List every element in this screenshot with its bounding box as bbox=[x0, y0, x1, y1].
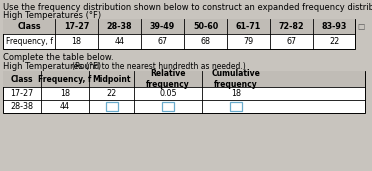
Text: 67: 67 bbox=[157, 37, 167, 46]
Text: 67: 67 bbox=[286, 37, 296, 46]
Text: Frequency, f: Frequency, f bbox=[38, 75, 92, 83]
Text: High Temperatures (°F): High Temperatures (°F) bbox=[3, 11, 101, 20]
Bar bbox=[3, 71, 365, 87]
Text: 72-82: 72-82 bbox=[279, 22, 304, 31]
Text: Complete the table below.: Complete the table below. bbox=[3, 53, 113, 62]
Text: 50-60: 50-60 bbox=[193, 22, 218, 31]
Bar bbox=[3, 71, 365, 113]
Text: High Temperatures (°F): High Temperatures (°F) bbox=[3, 62, 101, 71]
Bar bbox=[3, 19, 355, 34]
Text: Class: Class bbox=[11, 75, 33, 83]
Text: Frequency, f: Frequency, f bbox=[6, 37, 52, 46]
Bar bbox=[230, 102, 242, 111]
Text: Relative
frequency: Relative frequency bbox=[146, 69, 190, 89]
Text: 68: 68 bbox=[201, 37, 211, 46]
Bar bbox=[162, 102, 174, 111]
Text: 44: 44 bbox=[60, 102, 70, 111]
Text: Class: Class bbox=[17, 22, 41, 31]
Text: (Round to the nearest hundredth as needed.): (Round to the nearest hundredth as neede… bbox=[72, 62, 246, 71]
Text: 22: 22 bbox=[329, 37, 340, 46]
Text: 79: 79 bbox=[243, 37, 254, 46]
Text: 17-27: 17-27 bbox=[64, 22, 89, 31]
Text: 28-38: 28-38 bbox=[107, 22, 132, 31]
Bar bbox=[106, 102, 118, 111]
Text: 18: 18 bbox=[231, 89, 241, 98]
Text: 17-27: 17-27 bbox=[10, 89, 33, 98]
Text: □: □ bbox=[357, 22, 364, 31]
Text: 83-93: 83-93 bbox=[322, 22, 347, 31]
Text: 61-71: 61-71 bbox=[236, 22, 261, 31]
Text: 22: 22 bbox=[106, 89, 117, 98]
Text: 28-38: 28-38 bbox=[10, 102, 33, 111]
Text: 44: 44 bbox=[115, 37, 125, 46]
Text: Cumulative
frequency: Cumulative frequency bbox=[212, 69, 260, 89]
Text: 18: 18 bbox=[71, 37, 81, 46]
Text: 39-49: 39-49 bbox=[150, 22, 175, 31]
Text: 0.05: 0.05 bbox=[159, 89, 177, 98]
Bar bbox=[3, 19, 355, 49]
Text: Use the frequency distribution shown below to construct an expanded frequency di: Use the frequency distribution shown bel… bbox=[3, 3, 372, 12]
Text: Midpoint: Midpoint bbox=[92, 75, 131, 83]
Text: 18: 18 bbox=[60, 89, 70, 98]
